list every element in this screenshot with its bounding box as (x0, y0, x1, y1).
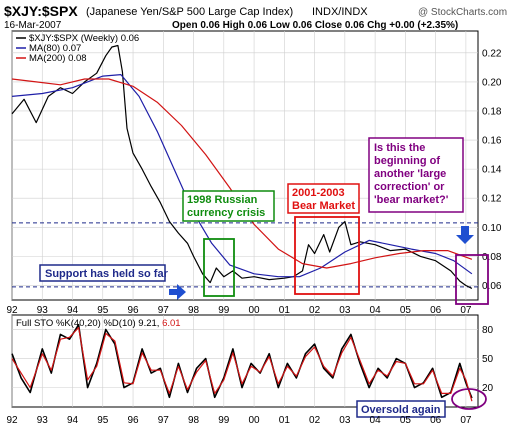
price-x-tick-label: 99 (218, 305, 230, 316)
watermark: @ StockCharts.com (418, 7, 507, 18)
support-label: Support has held so far (45, 268, 169, 280)
sto-y-tick-label: 80 (482, 325, 494, 336)
sto-x-tick-label: 02 (309, 415, 321, 426)
legend-price: $XJY:$SPX (Weekly) 0.06 (29, 33, 139, 44)
legend-ma80: MA(80) 0.07 (29, 43, 81, 54)
sto-x-tick-label: 94 (67, 415, 79, 426)
price-y-tick-label: 0.06 (482, 281, 502, 292)
sto-x-tick-label: 05 (400, 415, 412, 426)
oversold-label: Oversold again (361, 404, 441, 416)
sto-x-tick-label: 07 (460, 415, 472, 426)
price-x-tick-label: 95 (97, 305, 109, 316)
sto-x-tick-label: 97 (158, 415, 170, 426)
sto-x-tick-label: 98 (188, 415, 200, 426)
stochastic-x-axis: 92 93 94 95 96 97 98 99 00 01 02 03 04 05 06 07 (6, 415, 471, 426)
sto-x-tick-label: 00 (249, 415, 261, 426)
sto-series-secondary (11, 327, 473, 402)
arrow-down-icon (456, 226, 474, 244)
price-x-tick-label: 97 (158, 305, 170, 316)
russian-crisis-line1: 1998 Russian (187, 194, 258, 206)
price-y-tick-label: 0.14 (482, 165, 502, 176)
arrow-right-icon (169, 284, 186, 300)
chart-exchange: INDX/INDX (312, 6, 368, 18)
price-x-axis: 92 93 94 95 96 97 98 99 00 01 02 03 04 05 06 07 (6, 305, 471, 316)
question-line3: another 'large (374, 168, 446, 180)
oversold-annotation: Oversold again (356, 388, 487, 418)
bear-market-line2: Bear Market (292, 200, 355, 212)
oversold-ellipse (451, 388, 487, 410)
bear-market-line1: 2001-2003 (292, 187, 345, 199)
sto-y-tick-label: 20 (482, 383, 494, 394)
sto-x-tick-label: 06 (430, 415, 442, 426)
price-x-tick-label: 94 (67, 305, 79, 316)
sto-legend: Full STO %K(40,20) %D(10) 9.21, 6.01 (16, 318, 181, 329)
price-y-tick-label: 0.16 (482, 136, 502, 147)
price-series-secondary (11, 73, 473, 278)
question-annotation: Is this the beginning of another 'large … (368, 137, 489, 305)
price-legend: $XJY:$SPX (Weekly) 0.06 MA(80) 0.07 MA(2… (16, 33, 139, 64)
question-line2: beginning of (374, 155, 440, 167)
sto-x-tick-label: 01 (279, 415, 291, 426)
price-x-tick-label: 98 (188, 305, 200, 316)
price-x-tick-label: 01 (279, 305, 291, 316)
price-x-tick-label: 04 (370, 305, 382, 316)
price-x-tick-label: 03 (339, 305, 351, 316)
price-x-tick-label: 02 (309, 305, 321, 316)
sto-y-tick-label: 50 (482, 354, 494, 365)
legend-ma200: MA(200) 0.08 (29, 53, 87, 64)
chart-symbol: $XJY:$SPX (4, 3, 78, 19)
price-x-tick-label: 05 (400, 305, 412, 316)
russian-crisis-box (203, 238, 235, 297)
stochastic-panel: 20 50 80 (11, 314, 494, 408)
sto-x-tick-label: 96 (127, 415, 139, 426)
sto-x-tick-label: 04 (370, 415, 382, 426)
russian-crisis-line2: currency crisis (187, 207, 265, 219)
price-x-tick-label: 92 (6, 305, 18, 316)
price-y-tick-label: 0.08 (482, 252, 502, 263)
question-box (455, 254, 489, 305)
bear-market-box (294, 216, 360, 295)
question-line4: correction' or (374, 181, 445, 193)
support-annotation: Support has held so far (39, 264, 186, 300)
price-x-tick-label: 00 (249, 305, 261, 316)
question-line5: 'bear market?' (374, 194, 449, 206)
sto-legend-prefix: Full STO %K(40,20) %D(10) 9.21, (16, 318, 162, 329)
price-y-tick-label: 0.10 (482, 223, 502, 234)
chart-date: 16-Mar-2007 (4, 20, 62, 31)
ohlc-readout: Open 0.06 High 0.06 Low 0.06 Close 0.06 … (172, 20, 458, 31)
price-y-tick-label: 0.18 (482, 106, 502, 117)
price-x-tick-label: 96 (127, 305, 139, 316)
bear-market-annotation: 2001-2003 Bear Market (287, 183, 360, 295)
price-y-tick-label: 0.12 (482, 194, 502, 205)
question-line1: Is this the (374, 142, 425, 154)
price-x-tick-label: 93 (37, 305, 49, 316)
sto-x-tick-label: 95 (97, 415, 109, 426)
sto-x-tick-label: 03 (339, 415, 351, 426)
price-y-tick-label: 0.22 (482, 48, 502, 59)
sto-x-tick-label: 93 (37, 415, 49, 426)
sto-x-tick-label: 99 (218, 415, 230, 426)
price-x-tick-label: 07 (460, 305, 472, 316)
sto-x-tick-label: 92 (6, 415, 18, 426)
price-x-tick-label: 06 (430, 305, 442, 316)
price-y-tick-label: 0.20 (482, 77, 502, 88)
chart-description: (Japanese Yen/S&P 500 Large Cap Index) (86, 6, 293, 18)
price-series-primary (11, 44, 473, 289)
russian-crisis-annotation: 1998 Russian currency crisis (182, 190, 275, 297)
sto-legend-value2: 6.01 (162, 318, 181, 329)
